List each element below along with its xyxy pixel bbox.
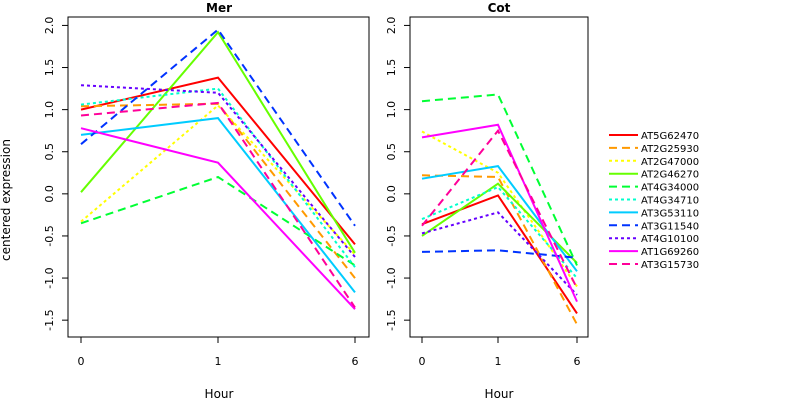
series-line-at4g34710-cot	[421, 185, 578, 279]
series-line-at3g53110-mer	[80, 117, 356, 294]
x-tick-label-mer: 0	[78, 355, 85, 368]
legend-label-at3g15730: AT3G15730	[641, 260, 699, 271]
series-line-at2g47000-cot	[421, 130, 578, 288]
y-tick-label-cot: 1.0	[385, 101, 398, 119]
panel-title-mer: Mer	[206, 1, 232, 15]
y-tick-label-mer: 0.0	[43, 185, 56, 203]
series-line-at3g11540-mer	[80, 28, 356, 227]
y-axis-mer: -1.5 -1.0 -0.5 0.0 0.5 1.0 1.5 2.0	[43, 17, 68, 331]
y-tick-label-mer: 0.5	[43, 143, 56, 161]
legend-label-at3g53110: AT3G53110	[641, 208, 699, 219]
y-tick-label-cot: -0.5	[385, 225, 398, 246]
series-line-at2g46270-mer	[80, 30, 356, 254]
y-tick-label-cot: 2.0	[385, 17, 398, 34]
x-axis-cot: 0 1 6	[419, 337, 581, 368]
series-line-at2g47000-mer	[80, 104, 356, 256]
series-line-at2g25930-cot	[421, 174, 578, 325]
y-tick-label-mer: 2.0	[43, 17, 56, 34]
x-axis-title-mer: Hour	[205, 387, 234, 400]
series-line-at3g15730-cot	[421, 128, 578, 289]
legend-label-at2g46270: AT2G46270	[641, 170, 699, 181]
legend-label-at3g11540: AT3G11540	[641, 221, 699, 232]
y-tick-label-mer: 1.0	[43, 101, 56, 119]
y-tick-label-cot: 0.0	[385, 185, 398, 203]
x-tick-label-cot: 1	[495, 355, 502, 368]
y-tick-label-cot: -1.5	[385, 309, 398, 330]
x-tick-label-mer: 6	[352, 355, 359, 368]
x-tick-label-cot: 6	[574, 355, 581, 368]
x-axis-title-cot: Hour	[485, 387, 514, 400]
x-tick-label-mer: 1	[215, 355, 222, 368]
x-tick-label-cot: 0	[419, 355, 426, 368]
x-axis-mer: 0 1 6	[78, 337, 359, 368]
y-tick-label-mer: -1.0	[43, 267, 56, 288]
y-tick-label-mer: -1.5	[43, 309, 56, 330]
y-tick-label-cot: 0.5	[385, 143, 398, 161]
legend-label-at1g69260: AT1G69260	[641, 247, 699, 258]
y-tick-label-mer: 1.5	[43, 59, 56, 77]
legend-label-at5g62470: AT5G62470	[641, 131, 699, 142]
legend-label-at2g25930: AT2G25930	[641, 144, 699, 155]
series-line-at5g62470-mer	[80, 76, 356, 246]
y-tick-label-cot: 1.5	[385, 59, 398, 77]
y-axis-title: centered expression	[0, 139, 13, 261]
y-axis-cot: -1.5 -1.0 -0.5 0.0 0.5 1.0 1.5 2.0	[385, 17, 410, 331]
legend: AT5G62470 AT2G25930 AT2G47000 AT2G46270 AT4G…	[609, 131, 699, 271]
plot-box-cot	[409, 16, 589, 338]
y-tick-label-cot: -1.0	[385, 267, 398, 288]
series-line-at1g69260-cot	[421, 123, 578, 303]
series-line-at4g34000-cot	[421, 93, 578, 266]
series-group-cot	[421, 93, 578, 325]
panel-cot: Cot -1.5 -1.0 -0.5 0.0 0.5 1.0 1.5 2.0 0 1 6 Hour	[385, 1, 589, 400]
legend-label-at4g10100: AT4G10100	[641, 234, 699, 245]
panel-title-cot: Cot	[488, 1, 511, 15]
series-line-at4g34000-mer	[80, 175, 356, 267]
series-line-at3g15730-mer	[80, 101, 356, 309]
series-line-at4g10100-cot	[421, 211, 578, 296]
panel-mer: Mer -1.5 -1.0 -0.5 0.0 0.5 1.0 1.5 2.0 0 1 6 Hour	[43, 1, 370, 400]
series-group-mer	[80, 28, 356, 310]
legend-label-at2g47000: AT2G47000	[641, 157, 699, 168]
y-tick-label-mer: -0.5	[43, 225, 56, 246]
series-line-at1g69260-mer	[80, 127, 356, 310]
legend-label-at4g34710: AT4G34710	[641, 196, 699, 207]
legend-label-at4g34000: AT4G34000	[641, 183, 699, 194]
